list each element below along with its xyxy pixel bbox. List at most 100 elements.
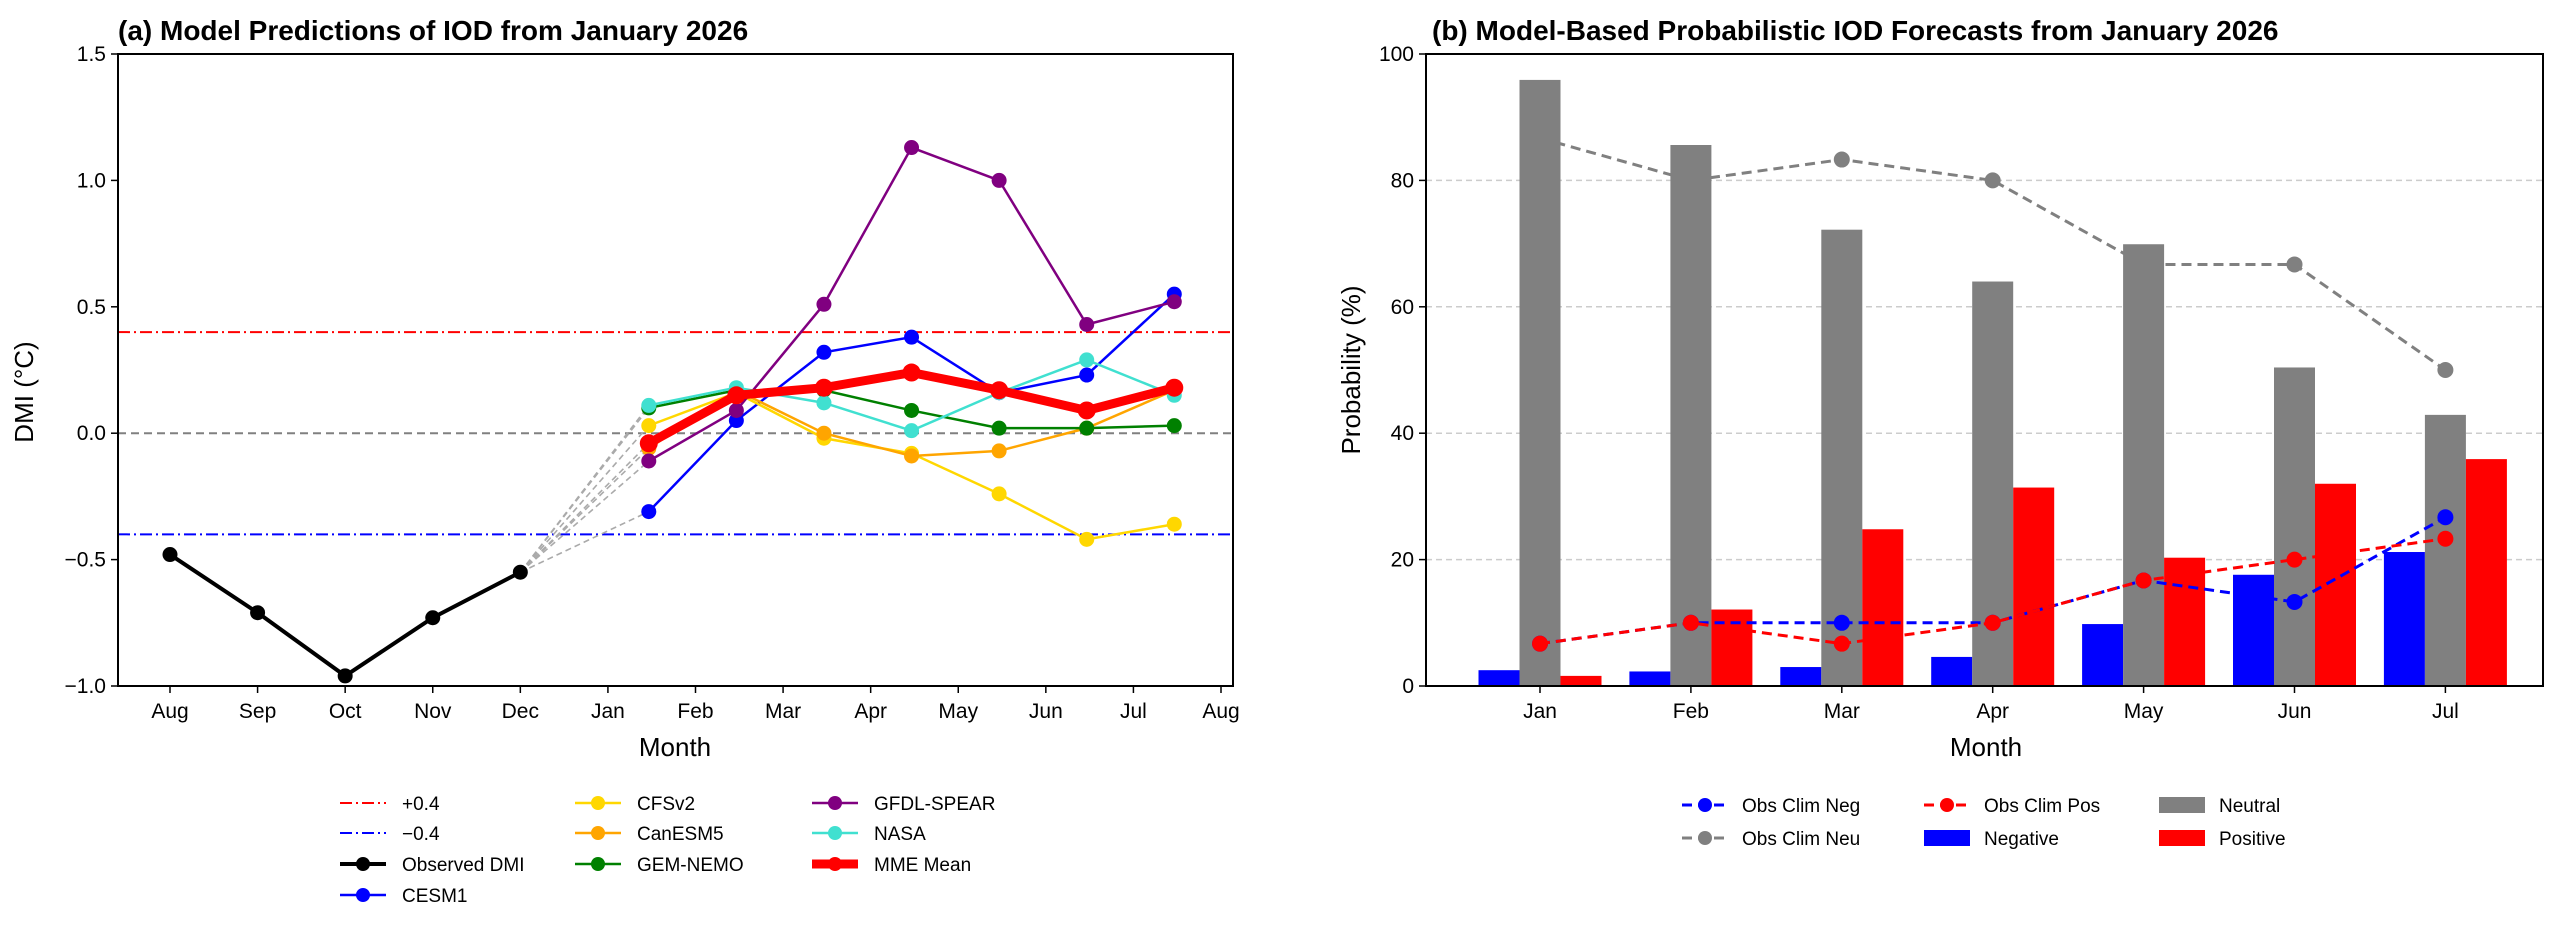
- connector-line: [519, 425, 650, 573]
- obs-clim-neg-point: [2437, 509, 2454, 526]
- y-tick-label: 60: [1391, 296, 1414, 319]
- positive-bar: [2013, 487, 2055, 686]
- left-legend: +0.4 −0.4 Observed DMI CESM1 CFSv2 CanESM5 GEM…: [340, 794, 995, 907]
- right-legend: Obs Clim Neg Obs Clim Neu Obs Clim Pos Nega…: [1682, 796, 2286, 850]
- neutral-bar: [2274, 367, 2315, 686]
- x-tick-label: Aug: [1202, 700, 1239, 723]
- legend-label: +0.4: [402, 794, 440, 815]
- obs-clim-pos-point: [1682, 614, 1699, 631]
- positive-bar: [1711, 609, 1753, 686]
- neutral-bar: [1670, 145, 1712, 686]
- right-y-axis-label: Probability (%): [1336, 285, 1366, 454]
- obs-clim-pos-point: [1833, 635, 1850, 652]
- legend-item: Obs Clim Neg: [1682, 796, 1860, 817]
- connector-line: [519, 447, 650, 573]
- legend-marker: [1940, 798, 1954, 812]
- connector-line: [519, 510, 650, 573]
- legend-label: CFSv2: [637, 794, 695, 815]
- connector-line: [519, 442, 650, 573]
- legend-item: GFDL-SPEAR: [812, 794, 995, 815]
- x-tick-label: Jul: [1120, 700, 1147, 723]
- mme-mean-point: [727, 386, 746, 405]
- right-chart-title: (b) Model-Based Probabilistic IOD Foreca…: [1432, 15, 2278, 46]
- gem-nemo-point: [1166, 418, 1182, 434]
- obs-clim-neu-point: [2437, 362, 2454, 378]
- mme-mean-point: [639, 434, 658, 453]
- left-chart-title: (a) Model Predictions of IOD from Januar…: [118, 15, 748, 46]
- negative-bar: [2383, 552, 2425, 686]
- positive-bar: [2164, 557, 2206, 686]
- neutral-bar: [2123, 244, 2165, 686]
- legend-marker: [828, 826, 842, 840]
- legend-label: GEM-NEMO: [637, 855, 744, 876]
- legend-item: Observed DMI: [340, 855, 524, 876]
- legend-item: Negative: [1924, 829, 2059, 850]
- gem-nemo-point: [904, 402, 920, 418]
- canesm5-point: [816, 425, 832, 441]
- legend-marker: [591, 857, 605, 871]
- cesm1-point: [904, 329, 920, 345]
- negative-bar: [1478, 670, 1520, 686]
- legend-swatch: [2159, 797, 2205, 813]
- left-x-axis-label: Month: [639, 732, 711, 762]
- cesm1-point: [1079, 367, 1095, 383]
- x-tick-label: Jun: [1029, 700, 1063, 723]
- x-tick-label: May: [2124, 700, 2164, 723]
- x-tick-label: Mar: [1824, 700, 1860, 723]
- y-tick-label: 0.0: [77, 422, 106, 445]
- cfsv2-point: [991, 486, 1007, 502]
- x-tick-label: May: [938, 700, 978, 723]
- gem-nemo-point: [1079, 420, 1095, 436]
- observed-dmi-point: [512, 564, 528, 580]
- y-tick-label: 100: [1379, 43, 1414, 66]
- nasa-point: [1079, 352, 1095, 368]
- legend-swatch: [2159, 830, 2205, 846]
- obs-clim-neu-point: [2286, 256, 2303, 273]
- y-tick-label: 1.5: [77, 43, 106, 66]
- legend-marker: [828, 796, 842, 810]
- nasa-point: [904, 423, 920, 439]
- legend-marker: [828, 857, 842, 871]
- y-tick-label: −1.0: [65, 675, 106, 698]
- x-tick-label: Jan: [1523, 700, 1557, 723]
- legend-marker: [356, 857, 370, 871]
- gfdl-spear-point: [1166, 294, 1182, 310]
- obs-clim-neu-point: [2135, 256, 2152, 273]
- legend-swatch: [1924, 830, 1970, 846]
- mme-mean-point: [1077, 401, 1096, 420]
- left-y-axis-label: DMI (°C): [9, 341, 39, 442]
- nasa-point: [641, 397, 657, 413]
- positive-bar: [2315, 483, 2356, 686]
- y-tick-label: 20: [1391, 549, 1414, 572]
- obs-clim-pos-point: [2286, 551, 2303, 568]
- cesm1-point: [816, 344, 832, 360]
- negative-bar: [1629, 671, 1671, 686]
- x-tick-label: Jun: [2278, 700, 2312, 723]
- legend-label: Positive: [2219, 829, 2286, 850]
- gfdl-spear-point: [904, 140, 920, 156]
- gfdl-spear-point: [1079, 316, 1095, 332]
- neutral-bar: [1519, 79, 1561, 687]
- legend-item: −0.4: [340, 824, 440, 845]
- gfdl-spear-point: [641, 453, 657, 469]
- x-tick-label: Aug: [151, 700, 188, 723]
- legend-item: NASA: [812, 824, 926, 845]
- legend-label: Obs Clim Pos: [1984, 796, 2100, 817]
- legend-item: CanESM5: [575, 824, 724, 845]
- obs-clim-pos-point: [2135, 572, 2152, 589]
- obs-clim-pos-point: [2437, 530, 2454, 547]
- legend-item: MME Mean: [812, 855, 971, 876]
- observed-dmi-point: [337, 668, 353, 684]
- y-tick-label: 80: [1391, 169, 1414, 192]
- obs-clim-pos-point: [1532, 635, 1548, 652]
- observed-dmi-line: [168, 552, 522, 679]
- observed-dmi-point: [425, 610, 441, 626]
- legend-item: Neutral: [2159, 796, 2280, 817]
- legend-item: CFSv2: [575, 794, 695, 815]
- legend-marker: [356, 888, 370, 902]
- legend-label: GFDL-SPEAR: [874, 794, 995, 815]
- connector-line: [519, 460, 650, 573]
- x-tick-label: Apr: [1976, 700, 2009, 723]
- mme-mean-point: [902, 363, 921, 382]
- legend-item: +0.4: [340, 794, 440, 815]
